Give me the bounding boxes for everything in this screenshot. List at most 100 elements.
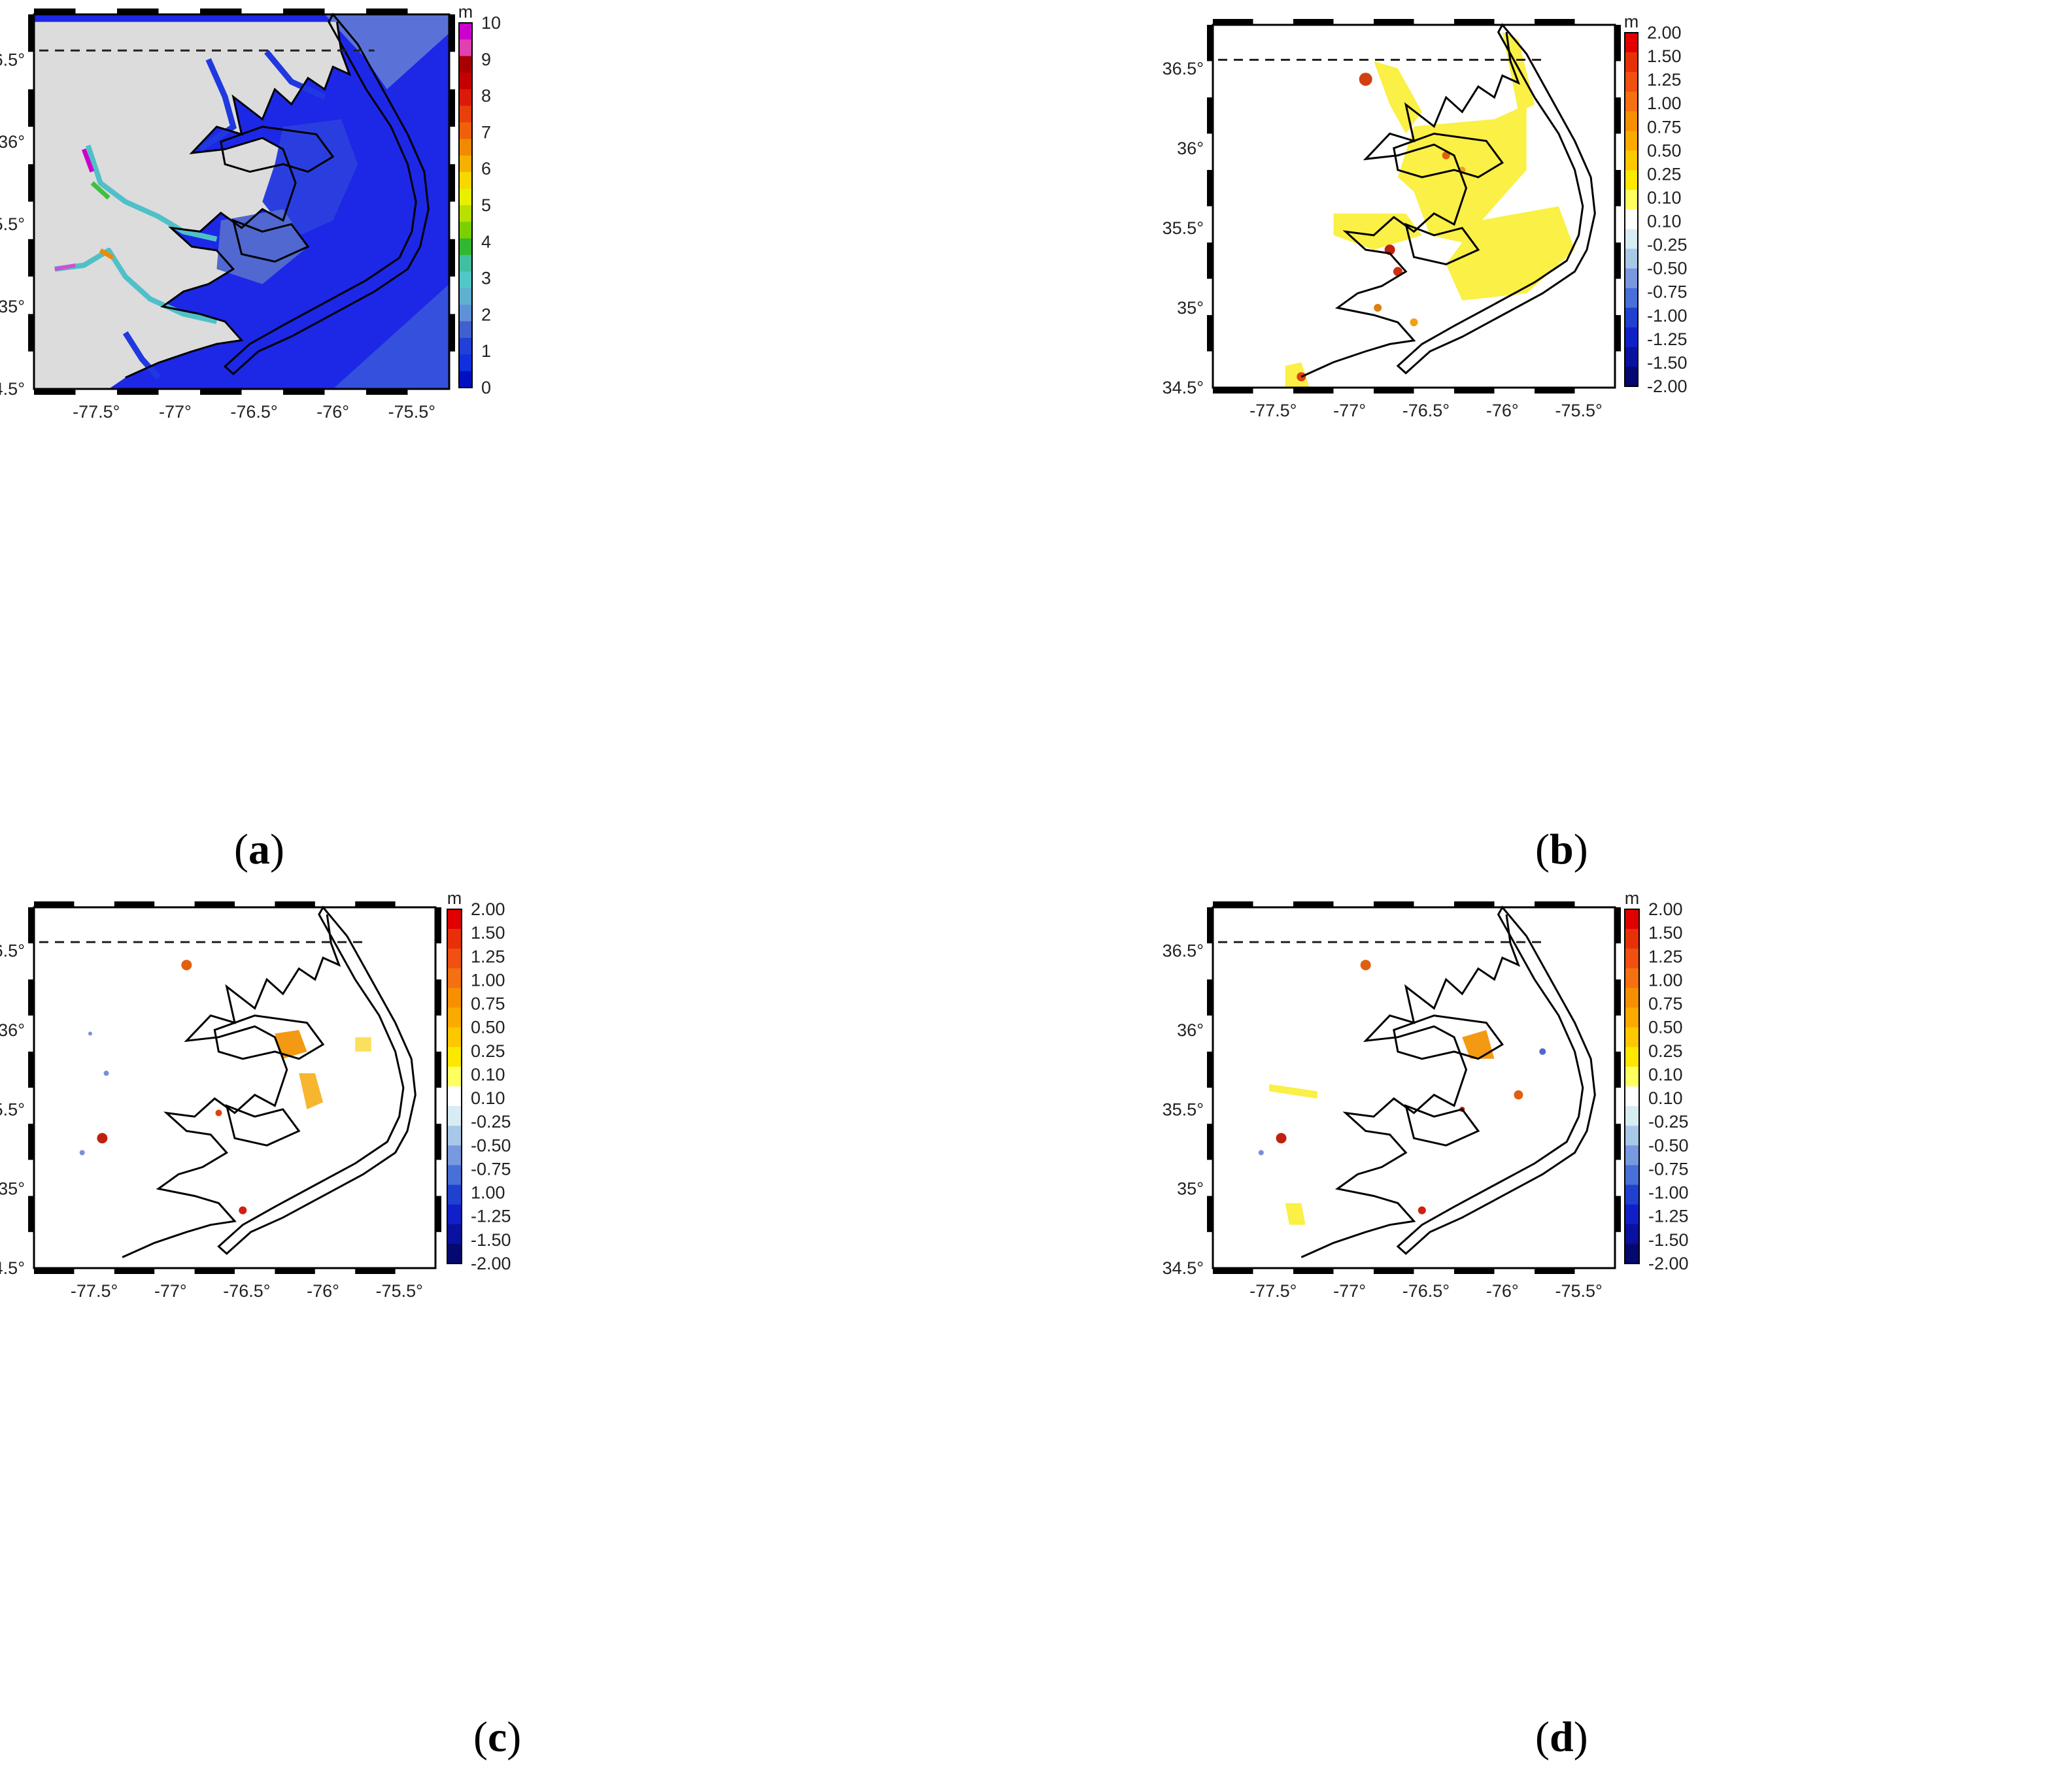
- y-tick-label: 34.5°: [0, 1258, 25, 1278]
- colorbar-label: 0.75: [1648, 994, 1683, 1014]
- colorbar-label: -1.00: [1648, 1183, 1689, 1203]
- colorbar-swatch: [1625, 131, 1638, 151]
- colorbar-label: 0.75: [471, 994, 505, 1014]
- frame-bar-bottom: [1213, 1268, 1253, 1274]
- frame-bar-left: [28, 314, 34, 352]
- bay-outline-2: [1404, 1104, 1480, 1147]
- bay-outline-2: [231, 218, 310, 263]
- y-tick-label: 36°: [1177, 1020, 1204, 1040]
- x-tick-label: -77.5°: [1249, 1281, 1297, 1301]
- y-tick-label: 36.5°: [0, 50, 25, 69]
- colorbar-swatch: [447, 1047, 462, 1067]
- frame-bar-right: [449, 239, 455, 277]
- colorbar-swatch: [1625, 909, 1639, 930]
- colorbar-label: 1.00: [1648, 970, 1683, 990]
- flooded-estuary: [216, 209, 309, 284]
- colorbar-swatch: [459, 188, 472, 206]
- colorbar-swatch: [1625, 92, 1638, 112]
- frame-bar-top: [1213, 19, 1253, 25]
- colorbar-label: 1.00: [1647, 93, 1682, 113]
- frame-bar-bottom: [34, 389, 76, 395]
- x-tick-label: -76°: [307, 1281, 339, 1301]
- surge-patch-2: [355, 1037, 371, 1052]
- colorbar-label: 1: [481, 341, 491, 361]
- y-tick-label: 36.5°: [1163, 941, 1204, 961]
- colorbar-label: -1.25: [1648, 1207, 1689, 1226]
- y-tick-label: 36.5°: [1163, 59, 1204, 78]
- colorbar-swatch: [1625, 72, 1638, 92]
- frame-bar-right: [1615, 315, 1621, 352]
- surge-patch-1: [1285, 1203, 1306, 1225]
- colorbar-label: 5: [481, 195, 491, 215]
- frame-bar-left: [1207, 979, 1213, 1016]
- colorbar-frame: [458, 22, 473, 388]
- frame-bar-top: [355, 901, 396, 907]
- colorbar-label: 2.00: [471, 899, 505, 919]
- caption-d: (d): [1535, 1713, 1588, 1761]
- frame-bar-top: [275, 901, 315, 907]
- frame-bar-top: [34, 901, 75, 907]
- y-tick-label: 35°: [1177, 1179, 1204, 1199]
- colorbar-label: 2.00: [1648, 899, 1683, 919]
- colorbar-swatch: [1625, 33, 1638, 53]
- frame-bar-bottom: [1293, 1268, 1334, 1274]
- surge-patch-0: [275, 1030, 307, 1059]
- y-tick-label: 35.5°: [1163, 218, 1204, 238]
- x-tick-label: -76.5°: [1402, 1281, 1450, 1301]
- colorbar-swatch: [1625, 1224, 1639, 1245]
- frame-bar-right: [449, 14, 455, 52]
- bay-outline-2: [1404, 222, 1480, 265]
- mainland-coastline: [125, 22, 352, 379]
- colorbar-swatch: [459, 222, 472, 239]
- frame-bar-top: [117, 8, 159, 14]
- panel-b: -77.5° -77° -76.5° -76° -75.5° 34.5° 35° 35.5° 3…: [1040, 0, 2060, 876]
- x-tick-label: -76°: [316, 402, 349, 422]
- colorbar-swatch: [447, 1066, 462, 1087]
- colorbar-label: -1.25: [1647, 329, 1688, 349]
- surge-river-1: [81, 148, 95, 173]
- colorbar-swatch: [459, 122, 472, 140]
- colorbar-swatch: [447, 988, 462, 1009]
- barrier-island-outline: [223, 12, 430, 376]
- barrier-island-outline: [217, 905, 416, 1255]
- colorbar-frame: [447, 909, 462, 1264]
- frame-bar-right: [435, 1124, 441, 1160]
- colorbar-label: 1.50: [471, 923, 505, 943]
- colorbar-label: 1.25: [1647, 70, 1682, 90]
- frame-bar-bottom: [1535, 388, 1575, 394]
- frame-bar-top: [1374, 901, 1414, 907]
- land-area: [34, 22, 350, 389]
- colorbar-swatch: [1625, 1106, 1639, 1126]
- colorbar-swatch: [1625, 229, 1638, 250]
- surge-spot-5: [79, 1150, 85, 1156]
- colorbar-swatch: [1625, 948, 1639, 969]
- frame-bar-left: [1207, 170, 1213, 207]
- bay-outline-1: [213, 1014, 325, 1060]
- surge-spot-1: [1442, 151, 1450, 159]
- frame-bar-top: [1293, 901, 1334, 907]
- frame-bar-left: [28, 14, 34, 52]
- frame-bar-bottom: [1213, 388, 1253, 394]
- colorbar-label: -0.50: [1648, 1135, 1689, 1155]
- surge-spot-3: [1514, 1090, 1523, 1100]
- colorbar-label: -0.50: [1647, 259, 1688, 278]
- frame-bar-right: [1615, 1196, 1621, 1232]
- map-panel-b: -77.5° -77° -76.5° -76° -75.5° 34.5° 35° 35.5° 3…: [1163, 12, 1688, 420]
- colorbar-swatch: [459, 255, 472, 272]
- colorbar-swatch: [459, 105, 472, 123]
- surge-channel-1: [264, 50, 326, 100]
- surge-spot-5: [1258, 1150, 1264, 1156]
- frame-bar-bottom: [117, 389, 159, 395]
- frame-bar-right: [1615, 25, 1621, 61]
- colorbar-swatch: [1625, 968, 1639, 988]
- surge-river-4: [99, 248, 114, 260]
- frame-bar-left: [28, 164, 34, 202]
- y-tick-label: 35.5°: [1163, 1099, 1204, 1119]
- frame-bar-bottom: [1374, 388, 1414, 394]
- colorbar-label: 0.10: [1648, 1088, 1683, 1108]
- colorbar-swatch: [1625, 248, 1638, 269]
- colorbar-label: 0.10: [471, 1088, 505, 1108]
- x-tick-label: -75.5°: [1555, 401, 1602, 420]
- colorbar-unit: m: [1624, 12, 1639, 31]
- colorbar-label: 8: [481, 86, 491, 106]
